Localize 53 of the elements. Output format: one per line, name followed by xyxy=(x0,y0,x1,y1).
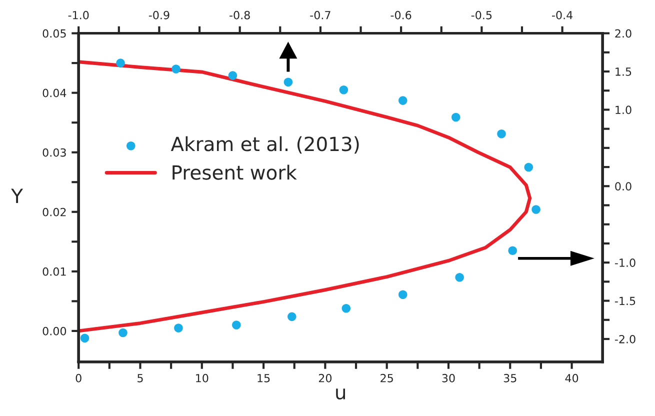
point xyxy=(451,112,460,122)
point xyxy=(228,71,238,80)
point xyxy=(497,130,506,138)
x-tick-label: 10 xyxy=(196,374,208,382)
y-tick-label: 0.05 xyxy=(42,29,66,38)
y-tick-label: 0.04 xyxy=(42,88,66,98)
line-series xyxy=(78,60,532,333)
x-tick-label: 15 xyxy=(258,374,270,382)
legend-label: Akram et al. (2013) xyxy=(170,136,359,154)
x-tick-label: 20 xyxy=(318,374,332,382)
x-tick-label: 5 xyxy=(138,374,143,382)
x-tick-label: 35 xyxy=(504,374,516,382)
point xyxy=(342,304,351,313)
x2-tick-label: -0.6 xyxy=(390,10,412,20)
x-tick-label: 0 xyxy=(76,374,82,382)
point xyxy=(288,312,296,322)
point xyxy=(398,96,408,105)
point xyxy=(232,320,241,330)
y2-tick-label: -2.0 xyxy=(614,334,636,344)
x2-tick-label: -0.5 xyxy=(471,10,492,20)
x2-tick-label: -1.0 xyxy=(68,10,89,20)
point xyxy=(508,246,517,255)
x2-tick-label: -0.4 xyxy=(552,10,573,20)
point xyxy=(284,78,293,86)
point xyxy=(174,324,183,332)
x-tick-label: 25 xyxy=(380,374,393,382)
x2-tick-label: -0.7 xyxy=(310,10,330,20)
legend-label: Present work xyxy=(172,164,297,180)
point xyxy=(532,205,540,214)
point xyxy=(116,58,125,68)
point xyxy=(172,64,180,74)
point xyxy=(398,290,408,300)
y-axis-title: Y xyxy=(11,188,24,203)
y2-tick-label: 1.5 xyxy=(616,68,632,76)
x2-tick-label: -0.8 xyxy=(230,10,250,20)
y2-tick-label: 0.0 xyxy=(615,182,632,191)
point xyxy=(455,272,464,282)
point xyxy=(80,334,90,342)
point xyxy=(118,328,128,338)
y-tick-label: 0.00 xyxy=(42,326,66,336)
x-tick-label: 30 xyxy=(442,374,455,382)
x2-tick-label: -0.9 xyxy=(148,10,170,20)
y-tick-label: 0.01 xyxy=(42,267,66,276)
x-tick-label: 40 xyxy=(565,374,578,382)
y2-tick-label: 1.0 xyxy=(616,106,632,114)
x-axis-title: u xyxy=(336,388,345,400)
point xyxy=(524,162,534,172)
y2-tick-label: -1.0 xyxy=(614,258,636,267)
y-tick-label: 0.03 xyxy=(42,148,66,157)
y-tick-label: 0.02 xyxy=(42,208,66,216)
y2-tick-label: -1.5 xyxy=(614,296,636,306)
point xyxy=(339,85,348,94)
y2-tick-label: 2.0 xyxy=(615,29,632,38)
